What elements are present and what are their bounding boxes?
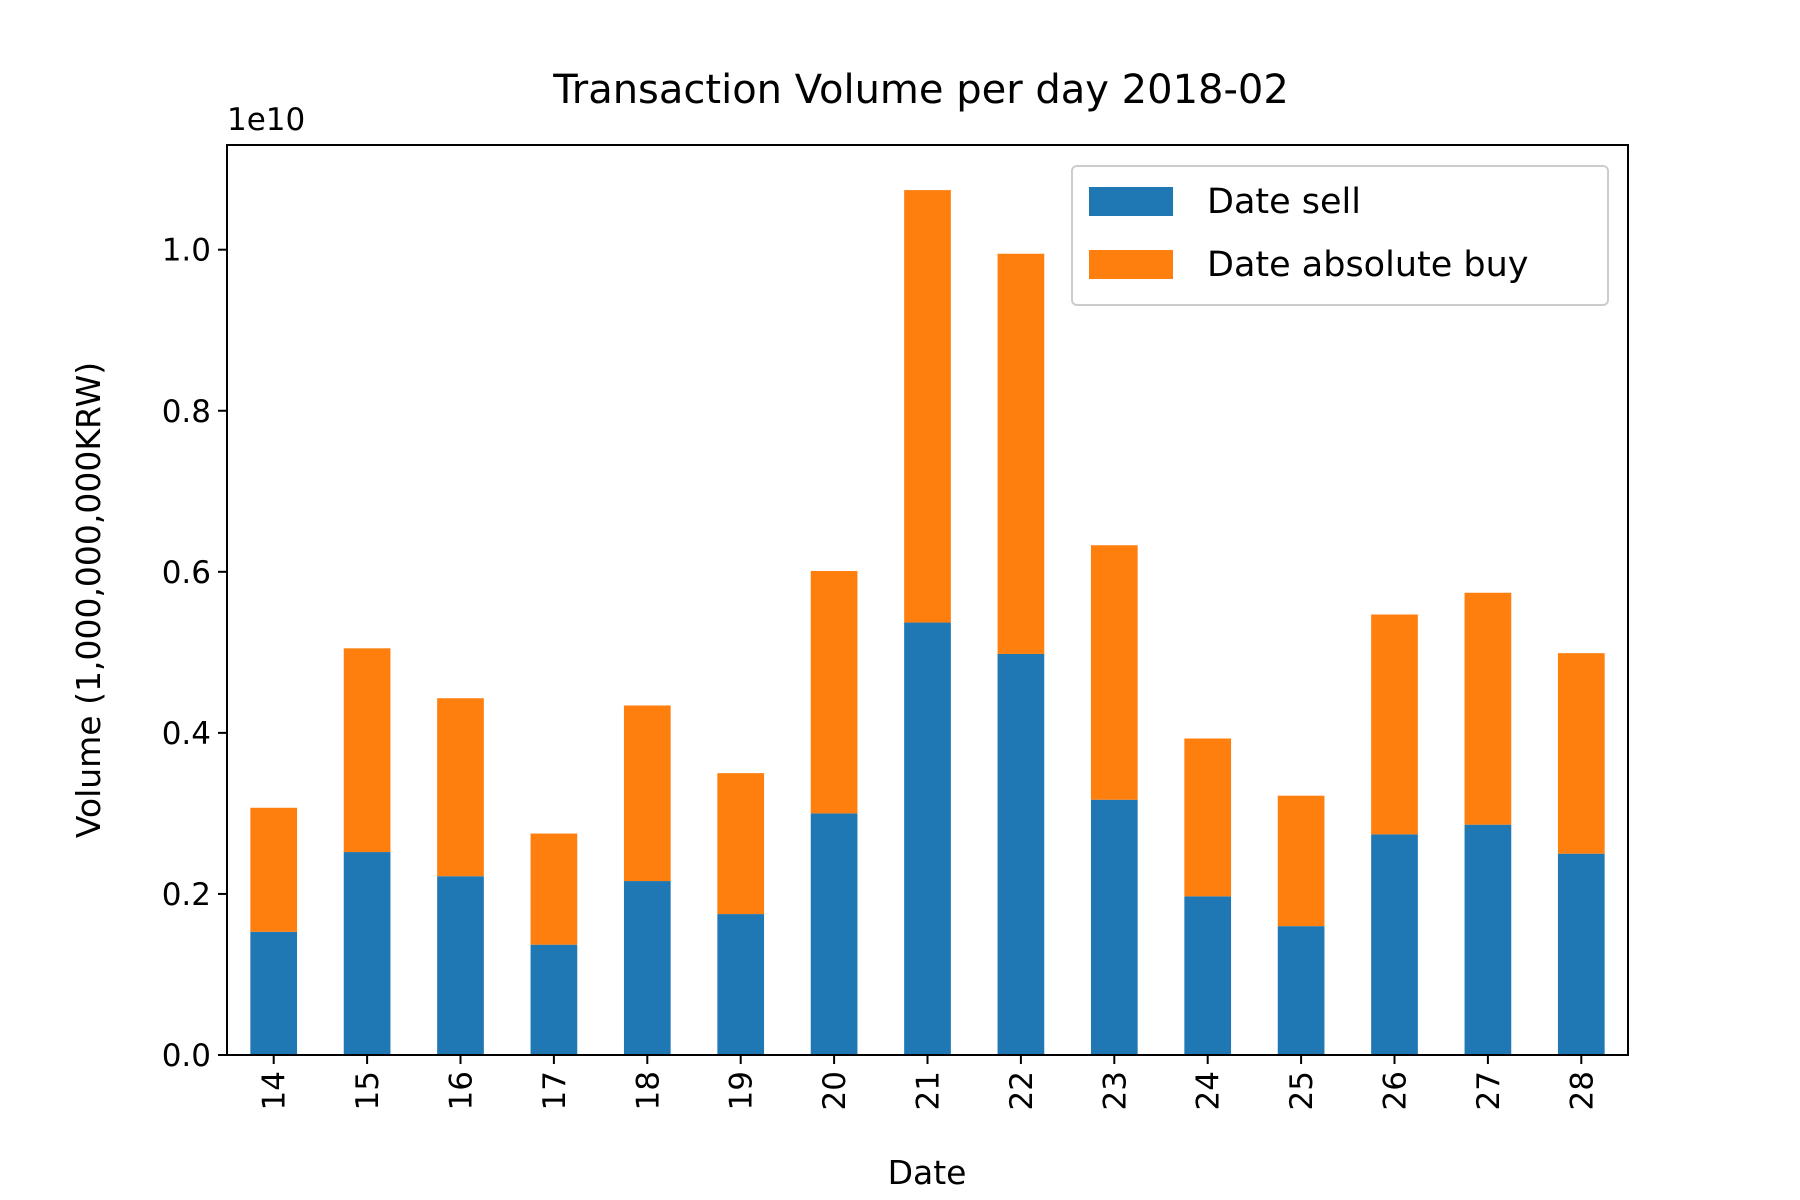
bar-buy-21 xyxy=(904,190,951,623)
x-tick-label-14: 14 xyxy=(257,1071,293,1110)
bar-buy-16 xyxy=(437,698,484,877)
y-tick-label-1.0: 1.0 xyxy=(162,233,211,269)
y-tick-label-0.2: 0.2 xyxy=(162,877,211,913)
x-tick-label-24: 24 xyxy=(1191,1071,1227,1110)
x-tick-label-28: 28 xyxy=(1564,1071,1600,1110)
bar-sell-22 xyxy=(997,653,1045,1055)
bar-buy-19 xyxy=(717,773,765,915)
bar-sell-21 xyxy=(904,622,951,1055)
x-tick-label-21: 21 xyxy=(911,1071,947,1110)
bar-sell-27 xyxy=(1464,824,1512,1055)
y-ticks-group: 0.0 0.2 0.4 0.6 0.8 1.0 xyxy=(162,233,227,1074)
bar-buy-14 xyxy=(250,807,298,932)
x-tick-label-15: 15 xyxy=(350,1071,386,1110)
legend-swatch-sell xyxy=(1089,187,1173,216)
legend-label-buy: Date absolute buy xyxy=(1207,245,1529,285)
y-tick-label-0.4: 0.4 xyxy=(162,716,211,752)
y-tick-label-0.6: 0.6 xyxy=(162,555,211,591)
bar-buy-27 xyxy=(1464,592,1512,825)
bar-buy-25 xyxy=(1277,795,1325,927)
x-tick-label-19: 19 xyxy=(724,1071,760,1110)
bar-sell-16 xyxy=(437,876,484,1055)
y-tick-label-0.8: 0.8 xyxy=(162,394,211,430)
bar-buy-23 xyxy=(1090,545,1138,800)
x-tick-label-20: 20 xyxy=(817,1071,853,1110)
bar-sell-26 xyxy=(1371,834,1418,1055)
legend: Date sell Date absolute buy xyxy=(1071,165,1609,306)
bar-buy-17 xyxy=(530,833,578,945)
x-tick-label-22: 22 xyxy=(1004,1071,1040,1110)
y-tick-label-0.0: 0.0 xyxy=(162,1038,211,1074)
bar-buy-22 xyxy=(997,253,1045,654)
bar-sell-17 xyxy=(530,944,578,1055)
bar-sell-23 xyxy=(1090,799,1138,1055)
bar-buy-26 xyxy=(1371,614,1418,835)
chart-title: Transaction Volume per day 2018-02 xyxy=(552,67,1289,113)
bar-sell-24 xyxy=(1184,896,1232,1055)
x-tick-label-17: 17 xyxy=(537,1071,573,1110)
x-ticks-group: 14 15 16 17 18 19 20 21 22 23 24 25 26 27 28 xyxy=(257,1055,1600,1110)
legend-swatch-buy xyxy=(1089,250,1173,279)
x-tick-label-18: 18 xyxy=(630,1071,666,1110)
legend-label-sell: Date sell xyxy=(1207,182,1361,222)
bar-sell-14 xyxy=(250,931,298,1055)
y-offset-text: 1e10 xyxy=(227,102,305,138)
bar-sell-18 xyxy=(623,881,671,1055)
bar-buy-24 xyxy=(1184,738,1232,897)
bar-buy-20 xyxy=(810,571,858,814)
bar-sell-25 xyxy=(1277,926,1325,1055)
x-tick-label-26: 26 xyxy=(1378,1071,1414,1110)
bar-buy-18 xyxy=(623,705,671,882)
x-tick-label-23: 23 xyxy=(1097,1071,1133,1110)
x-tick-label-16: 16 xyxy=(444,1071,480,1110)
bar-sell-20 xyxy=(810,813,858,1055)
y-axis-label: Volume (1,000,000,000KRW) xyxy=(69,362,108,838)
x-axis-label: Date xyxy=(888,1153,967,1192)
bar-sell-15 xyxy=(343,852,391,1055)
bar-buy-15 xyxy=(343,648,391,853)
bar-sell-28 xyxy=(1557,853,1605,1055)
bars-group xyxy=(250,190,1605,1055)
x-tick-label-27: 27 xyxy=(1471,1071,1507,1110)
plot-frame xyxy=(226,144,1629,1056)
bar-sell-19 xyxy=(717,914,765,1055)
x-tick-label-25: 25 xyxy=(1284,1071,1320,1110)
bar-buy-28 xyxy=(1557,653,1605,854)
legend-box xyxy=(1071,165,1609,306)
